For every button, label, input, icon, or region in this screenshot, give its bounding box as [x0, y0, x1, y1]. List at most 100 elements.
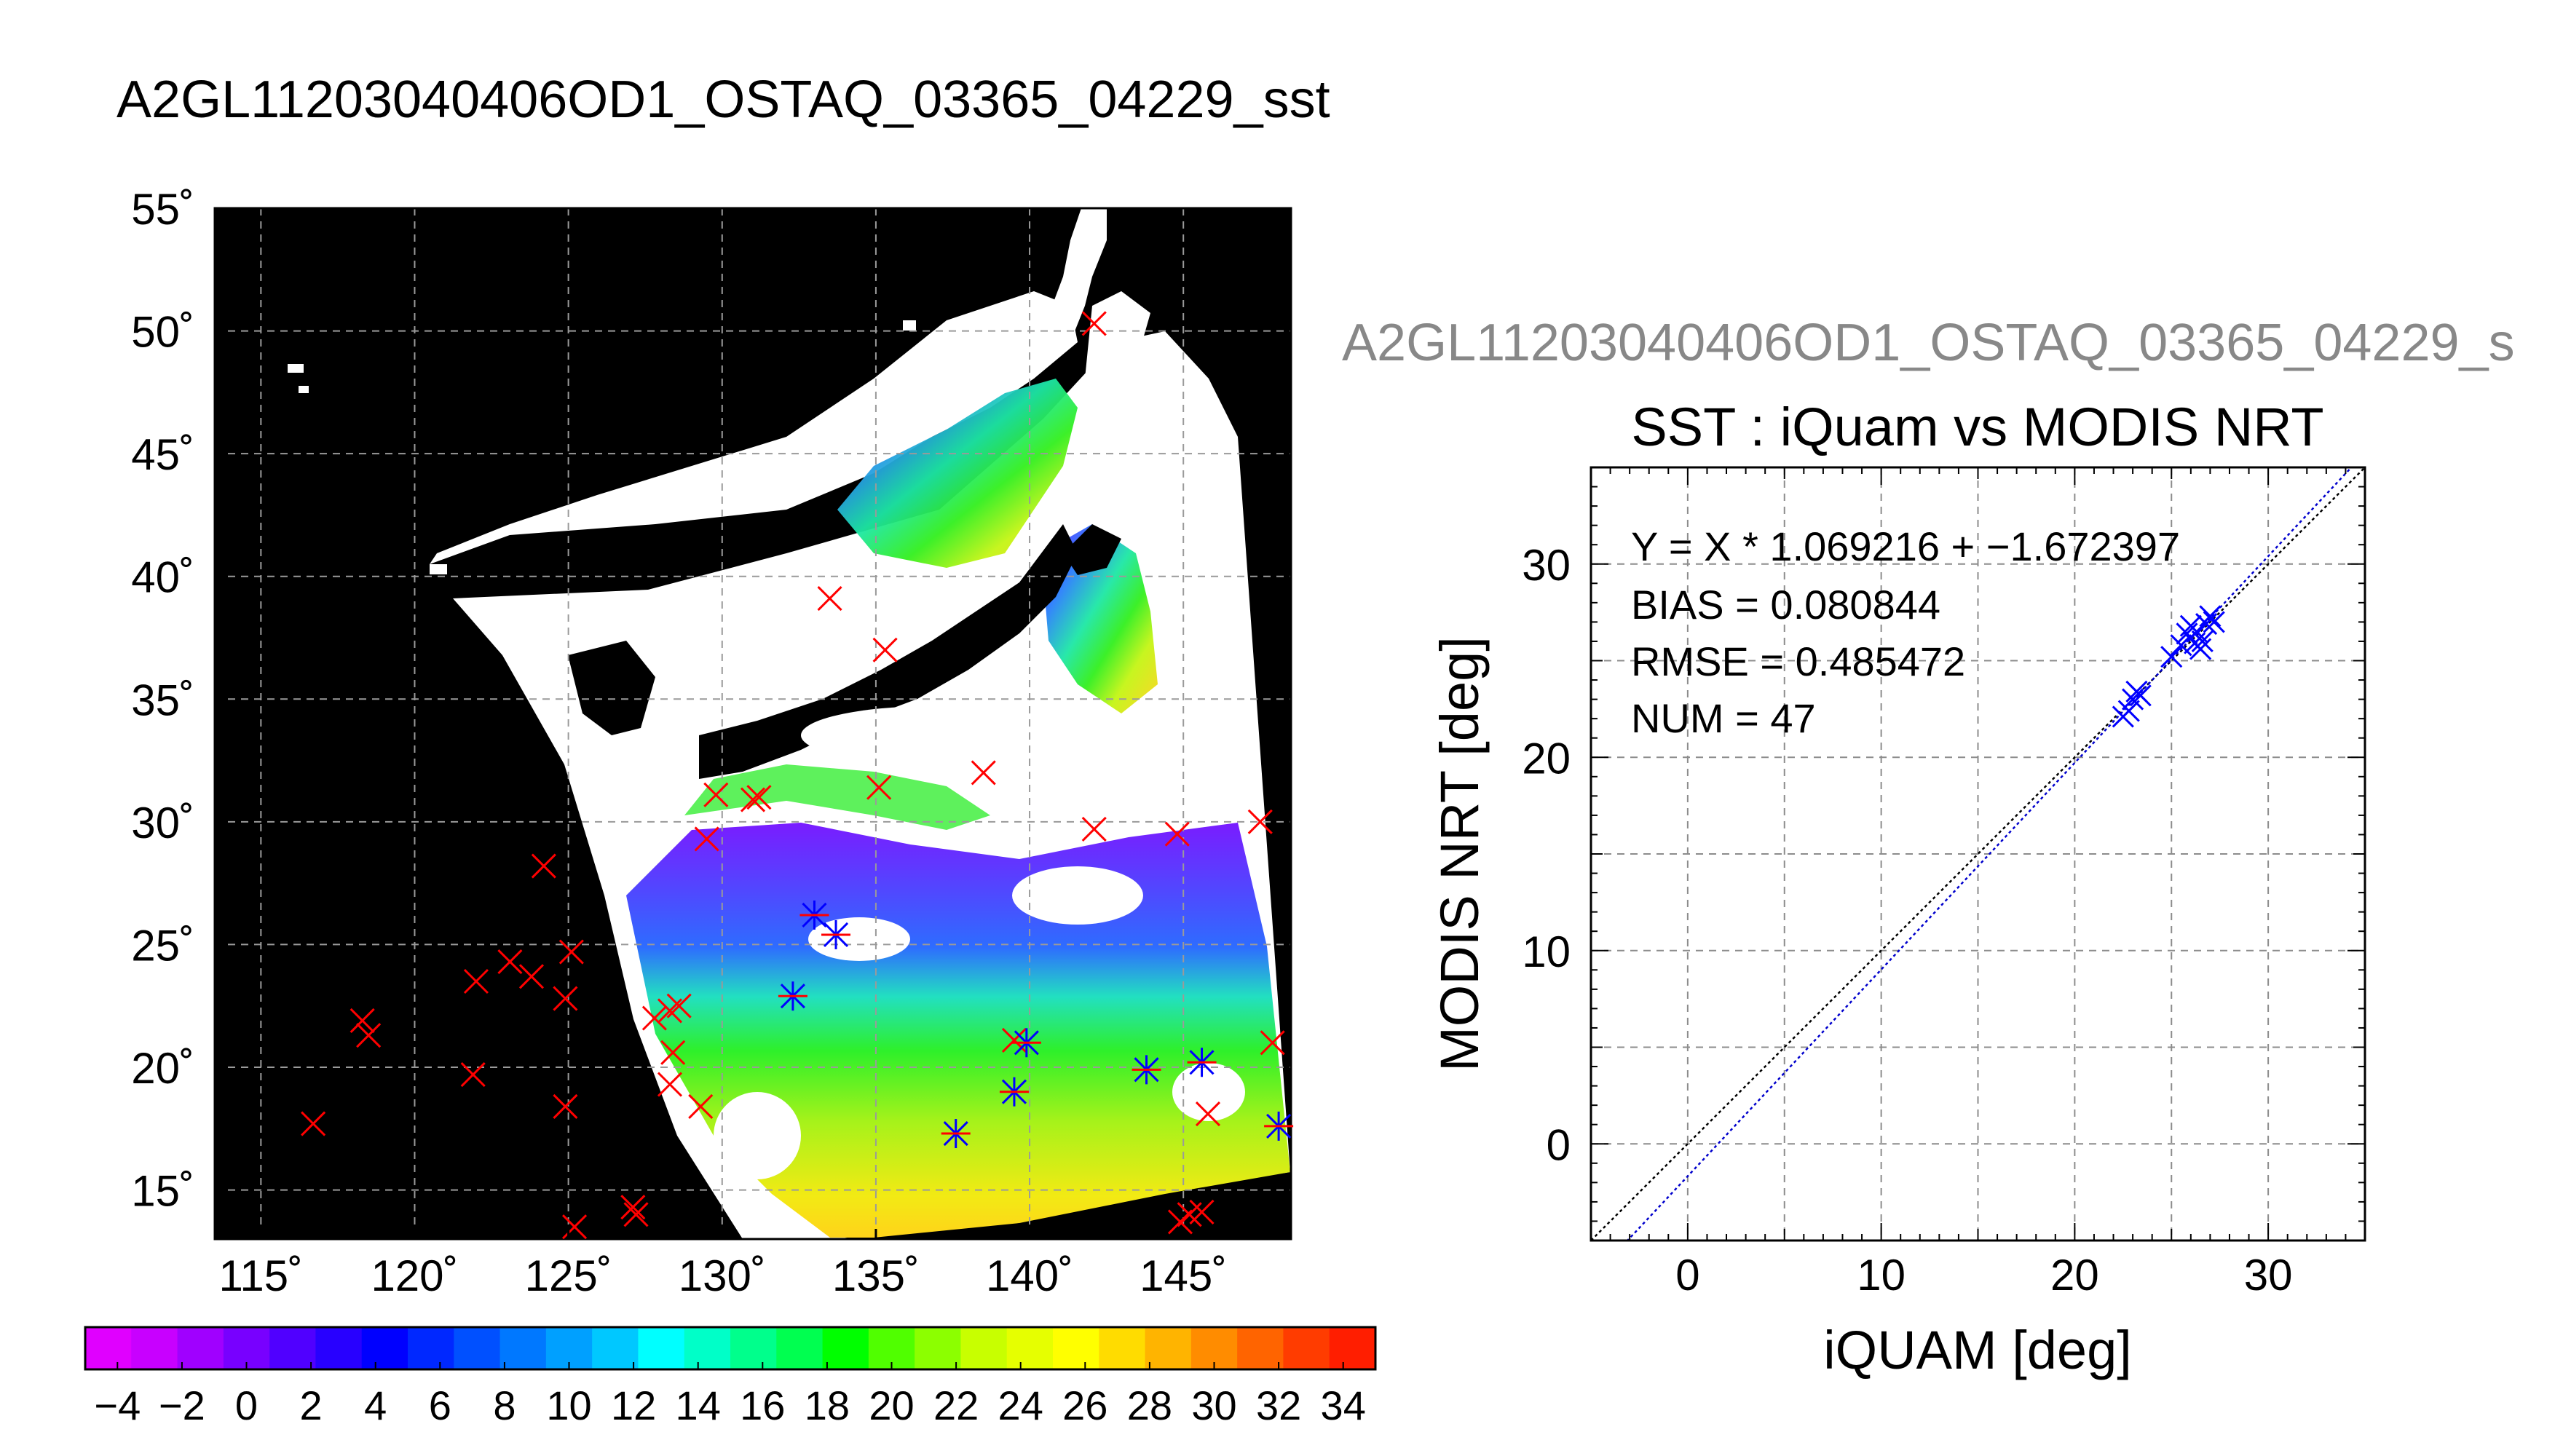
colorbar-cell: [1053, 1327, 1100, 1369]
matchup-marker: [301, 1111, 326, 1136]
lat-tick-label: 35˚: [131, 676, 194, 724]
colorbar-cell: [822, 1327, 869, 1369]
marker-stroke: [356, 1023, 382, 1048]
marker-stroke: [553, 986, 578, 1011]
scatter-ticks: 0 10 20 30 0 10 20 30: [1522, 467, 2366, 1299]
colorbar-tick-label: 32: [1256, 1382, 1301, 1428]
marker-stroke: [350, 1008, 375, 1034]
marker-stroke: [1081, 311, 1107, 336]
colorbar-cell: [315, 1327, 363, 1369]
matchup-marker: [872, 637, 898, 662]
point-stroke: [2199, 605, 2222, 628]
map-grid: [215, 208, 1291, 1239]
colorbar-tick-label: 10: [546, 1382, 591, 1428]
matchup-marker: [688, 1093, 714, 1120]
colorbar-cell: [960, 1327, 1008, 1369]
lat-tick-label: 40˚: [131, 553, 194, 602]
colorbar: −4 −2 0 2 4 6 8 10 12 14 16 18 20 22 24 26 28 30 32 34: [84, 1326, 1377, 1428]
northern-cloud-patch: [430, 291, 1078, 564]
scatter-point: [2170, 634, 2192, 657]
marker-stroke: [301, 1111, 326, 1136]
colorbar-cell: [592, 1327, 639, 1369]
matchup-marker: [1195, 1101, 1221, 1127]
marker-stroke: [641, 1005, 667, 1031]
chart-title: SST : iQuam vs MODIS NRT: [1631, 397, 2323, 457]
matchup-marker: [746, 785, 772, 810]
marker-stroke: [623, 1202, 649, 1227]
colorbar-tick-label: 24: [998, 1382, 1043, 1428]
sst-ocean-mid: [684, 764, 990, 830]
secondary-title: A2GL11203040406OD1_OSTAQ_03365_04229_s: [1342, 314, 2515, 372]
colorbar-cell: [776, 1327, 824, 1369]
cloud-patch: [1012, 866, 1143, 925]
landmass-korea: [568, 641, 655, 735]
matchup-markers: [301, 311, 1294, 1240]
cloud-patch: [714, 1092, 801, 1179]
stats-annotation: BIAS = 0.080844: [1631, 582, 1940, 628]
scatter-point: [2160, 646, 2183, 668]
matchup-marker: [356, 1023, 382, 1048]
cloud-speck: [299, 386, 309, 393]
stats-annotations: Y = X * 1.069216 + −1.672397 BIAS = 0.080…: [1631, 523, 2180, 741]
point-stroke: [2176, 622, 2198, 645]
marker-stroke: [620, 1195, 646, 1220]
matchup-marker: [778, 981, 807, 1011]
matchup-marker: [1081, 311, 1107, 336]
scatter-plot: SST : iQuam vs MODIS NRT 0 10 20 300102030 …: [1429, 397, 2366, 1380]
scatter-point: [2185, 620, 2208, 643]
point-stroke: [2203, 611, 2225, 633]
point-stroke: [2122, 688, 2144, 711]
colorbar-tick-label: 28: [1127, 1382, 1172, 1428]
marker-stroke: [666, 993, 692, 1018]
colorbar-cell: [361, 1327, 408, 1369]
cloud-speck: [430, 564, 447, 574]
lon-tick-label: 135˚: [832, 1251, 920, 1300]
colorbar-tick-label: 2: [300, 1382, 323, 1428]
marker-stroke: [460, 1062, 486, 1088]
colorbar-cell: [408, 1327, 455, 1369]
colorbar-tick-label: 6: [429, 1382, 451, 1428]
matchup-marker: [703, 782, 729, 807]
point-stroke: [2195, 612, 2218, 636]
matchup-marker: [999, 1077, 1029, 1107]
lat-tick-label: 30˚: [131, 799, 194, 847]
marker-stroke: [866, 775, 892, 800]
lat-tick-label: 45˚: [131, 430, 194, 479]
point-stroke: [2170, 634, 2192, 657]
colorbar-tick-label: 18: [805, 1382, 850, 1428]
sst-ocean-north: [837, 379, 1078, 568]
cloud-patch: [808, 917, 910, 961]
matchup-marker: [821, 919, 851, 949]
cloud-patch: [801, 706, 1063, 764]
matchup-marker: [620, 1195, 646, 1220]
scatter-grid: [1591, 467, 2365, 1241]
lat-tick-label: 55˚: [131, 185, 194, 234]
matchup-marker: [660, 1040, 686, 1065]
colorbar-cell: [730, 1327, 778, 1369]
marker-stroke: [703, 782, 729, 807]
marker-stroke: [562, 1214, 588, 1240]
marker-stroke: [558, 939, 584, 965]
colorbar-cell: [454, 1327, 501, 1369]
cloud-speck: [903, 320, 916, 331]
marker-stroke: [1081, 816, 1107, 842]
colorbar-cell: [1145, 1327, 1192, 1369]
matchup-marker: [558, 939, 584, 965]
lon-tick-label: 115˚: [219, 1251, 304, 1300]
lon-tick-label: 140˚: [986, 1251, 1073, 1300]
colorbar-tick-label: −4: [94, 1382, 141, 1428]
marker-stroke: [657, 1072, 683, 1097]
stats-annotation: RMSE = 0.485472: [1631, 638, 1965, 684]
colorbar-tick-label: 20: [869, 1382, 914, 1428]
matchup-marker: [641, 1005, 667, 1031]
lon-tick-label: 145˚: [1140, 1251, 1227, 1300]
point-stroke: [2185, 620, 2208, 643]
colorbar-cell: [1006, 1327, 1054, 1369]
colorbar-cell: [1099, 1327, 1146, 1369]
x-tick-label: 0: [1675, 1251, 1699, 1299]
lon-tick-label: 120˚: [371, 1251, 458, 1300]
marker-stroke: [660, 1040, 686, 1065]
colorbar-tick-label: 26: [1062, 1382, 1107, 1428]
lat-tick-label: 25˚: [131, 921, 194, 970]
colorbar-cell: [638, 1327, 685, 1369]
